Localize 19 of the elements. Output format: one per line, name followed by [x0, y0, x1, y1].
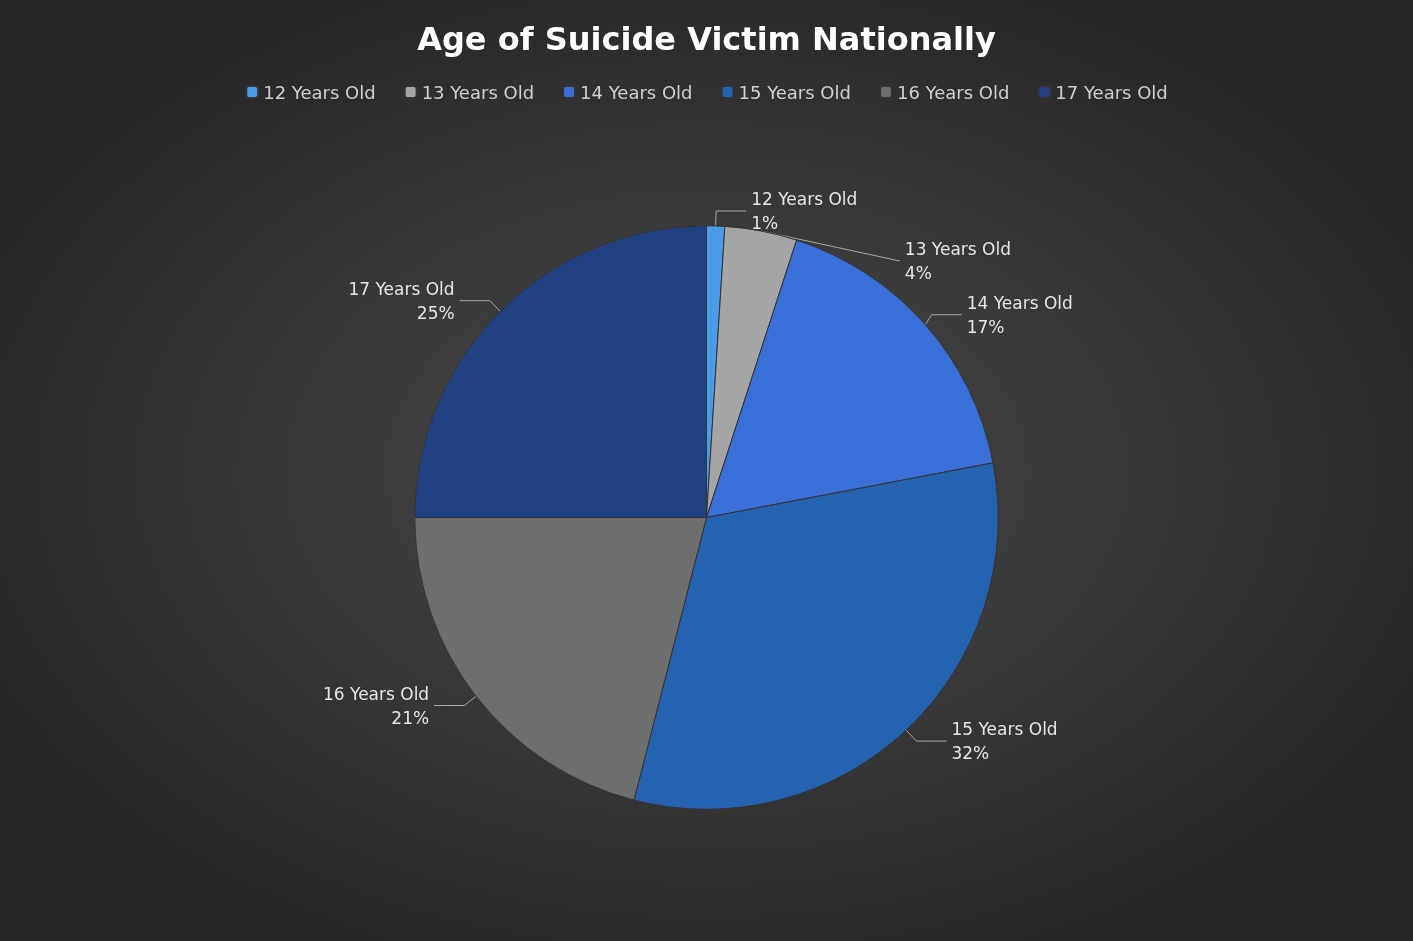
- slice-label: 16 Years Old: [322, 683, 430, 704]
- data-label: 25%: [416, 302, 455, 323]
- slice-label: 17 Years Old: [348, 278, 455, 299]
- legend-label: 17 Years Old: [1055, 81, 1168, 103]
- data-label: 21%: [391, 707, 430, 728]
- legend-label: 12 Years Old: [263, 81, 376, 103]
- slice-label: 13 Years Old: [904, 238, 1012, 259]
- legend-label: 16 Years Old: [896, 81, 1010, 103]
- legend-label: 13 Years Old: [421, 81, 535, 103]
- data-label: 4%: [904, 262, 932, 283]
- data-label: 17%: [966, 316, 1005, 337]
- slice-label: 14 Years Old: [966, 292, 1073, 313]
- slice-label: 12 Years Old: [751, 188, 858, 209]
- chart-title: Age of Suicide Victim Nationally: [417, 20, 997, 58]
- legend-label: 14 Years Old: [580, 81, 693, 103]
- legend-label: 15 Years Old: [738, 81, 851, 103]
- data-label: 1%: [751, 212, 779, 233]
- slice-label: 15 Years Old: [951, 719, 1058, 740]
- data-label: 32%: [951, 743, 990, 764]
